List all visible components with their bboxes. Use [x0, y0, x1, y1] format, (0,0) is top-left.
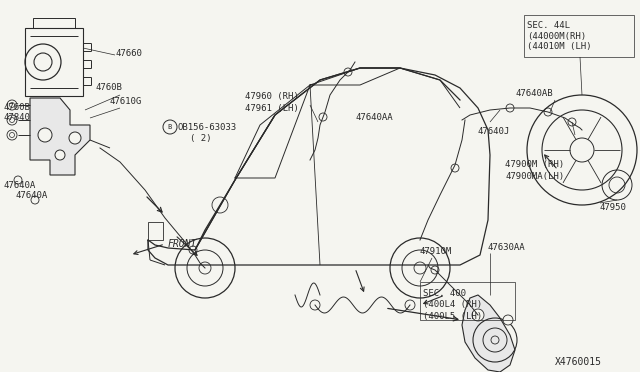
- Circle shape: [55, 150, 65, 160]
- Text: OB156-63033: OB156-63033: [178, 124, 237, 132]
- Text: (44000M(RH): (44000M(RH): [527, 32, 586, 41]
- Text: (400L4 (RH): (400L4 (RH): [423, 301, 482, 310]
- Text: 47610G: 47610G: [109, 97, 141, 106]
- Text: FRONT: FRONT: [168, 239, 197, 249]
- Circle shape: [38, 128, 52, 142]
- Circle shape: [472, 309, 484, 321]
- Text: 47640AA: 47640AA: [355, 113, 392, 122]
- Text: ( 2): ( 2): [190, 135, 211, 144]
- Text: 47660: 47660: [116, 49, 143, 58]
- Bar: [148, 222, 163, 240]
- Text: (44010M (LH): (44010M (LH): [527, 42, 591, 51]
- Circle shape: [503, 315, 513, 325]
- Bar: [420, 282, 515, 320]
- Text: B: B: [168, 124, 172, 130]
- Bar: [524, 15, 634, 57]
- Text: 47900M (RH): 47900M (RH): [505, 160, 564, 170]
- Text: 47640AB: 47640AB: [516, 89, 554, 97]
- Text: 47630AA: 47630AA: [488, 244, 525, 253]
- Text: (400L5 (LH): (400L5 (LH): [423, 311, 482, 321]
- Bar: [25, 28, 83, 96]
- Text: 47900MA(LH): 47900MA(LH): [505, 173, 564, 182]
- Text: 47640J: 47640J: [477, 128, 509, 137]
- Text: 47950: 47950: [600, 203, 627, 212]
- Text: SEC. 400: SEC. 400: [423, 289, 466, 298]
- Text: 47910M: 47910M: [420, 247, 452, 257]
- Circle shape: [69, 132, 81, 144]
- Text: 4760B: 4760B: [3, 103, 30, 112]
- Bar: [33, 18, 75, 28]
- Text: 47960 (RH): 47960 (RH): [245, 92, 299, 100]
- Text: 47640A: 47640A: [3, 180, 35, 189]
- Text: SEC. 44L: SEC. 44L: [527, 20, 570, 29]
- Text: 47961 (LH): 47961 (LH): [245, 103, 299, 112]
- Polygon shape: [462, 295, 515, 372]
- Polygon shape: [30, 98, 90, 175]
- Text: 47640A: 47640A: [15, 192, 47, 201]
- Text: 47840: 47840: [3, 113, 30, 122]
- Text: X4760015: X4760015: [555, 357, 602, 367]
- Text: 4760B: 4760B: [96, 83, 123, 93]
